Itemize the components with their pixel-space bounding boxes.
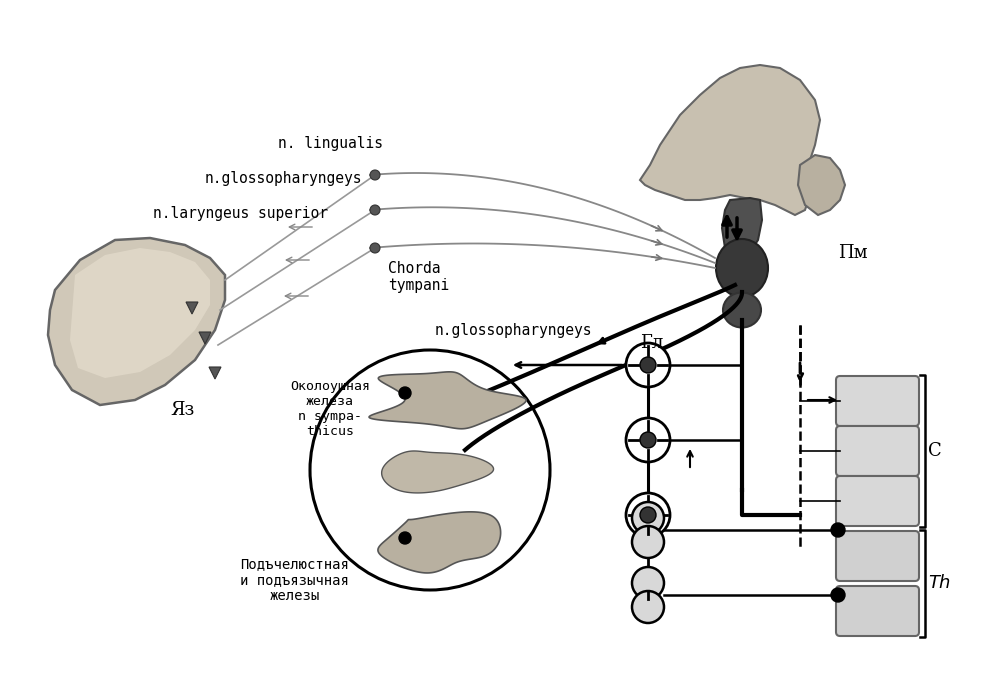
Ellipse shape [716,239,768,297]
Polygon shape [640,65,820,215]
Text: n.glossopharyngeys: n.glossopharyngeys [205,171,362,186]
Polygon shape [369,372,526,429]
Polygon shape [722,198,762,258]
FancyBboxPatch shape [836,586,919,636]
Circle shape [831,588,845,602]
Polygon shape [209,367,221,379]
Circle shape [640,357,656,373]
Polygon shape [381,451,494,493]
Circle shape [831,523,845,537]
Polygon shape [199,332,211,344]
Text: n. lingualis: n. lingualis [278,136,383,151]
FancyBboxPatch shape [836,426,919,476]
Circle shape [626,418,670,462]
Polygon shape [186,302,198,314]
Text: С: С [928,442,942,460]
Circle shape [626,493,670,537]
FancyBboxPatch shape [836,476,919,526]
Polygon shape [48,238,225,405]
Text: Яз: Яз [170,401,195,419]
Text: Гл: Гл [640,334,664,352]
FancyBboxPatch shape [836,531,919,581]
Circle shape [370,170,380,180]
Text: n.glossopharyngeys: n.glossopharyngeys [435,323,593,338]
Polygon shape [378,512,501,573]
Text: Chorda
tympani: Chorda tympani [388,261,449,293]
Circle shape [370,205,380,215]
Circle shape [626,343,670,387]
Circle shape [632,591,664,623]
Circle shape [640,432,656,448]
Text: Пм: Пм [838,244,867,262]
Text: Околоушная
железа
n sympa-
thicus: Околоушная железа n sympa- thicus [290,380,370,438]
Circle shape [399,387,411,399]
Circle shape [399,532,411,544]
Circle shape [632,502,664,534]
Circle shape [640,507,656,523]
Text: Подъчелюстная
и подъязычная
железы: Подъчелюстная и подъязычная железы [240,557,349,603]
Polygon shape [798,155,845,215]
FancyBboxPatch shape [836,376,919,426]
Text: Th: Th [928,575,950,592]
Circle shape [632,526,664,558]
Ellipse shape [723,293,761,328]
Circle shape [632,567,664,599]
Circle shape [370,243,380,253]
Polygon shape [70,248,210,378]
Text: n.laryngeus superior: n.laryngeus superior [153,206,328,221]
